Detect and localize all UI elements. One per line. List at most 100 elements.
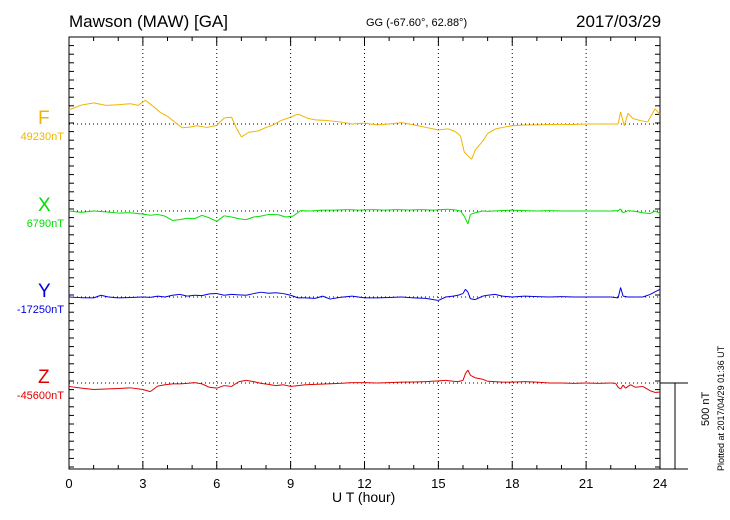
x-tick-label: 21: [579, 476, 593, 491]
series-f-segment: [494, 126, 503, 130]
series-x-segment: [433, 209, 441, 211]
series-f-segment: [339, 121, 353, 125]
series-f-segment: [273, 120, 282, 126]
series-f-segment: [105, 104, 119, 106]
series-y-segment: [438, 296, 446, 301]
series-z-segment: [246, 379, 254, 383]
series-f-segment: [512, 124, 525, 127]
series-y-segment: [150, 295, 158, 298]
series-z-segment: [290, 385, 299, 387]
series-x-segment: [260, 213, 269, 217]
series-f-segment: [152, 105, 161, 113]
series-z-segment: [142, 389, 151, 393]
series-f-segment: [617, 111, 622, 125]
series-f-segment: [471, 149, 476, 160]
series-y-segment: [339, 295, 353, 298]
series-x-segment: [512, 209, 525, 212]
series-f-segment: [632, 118, 641, 122]
series-x-segment: [467, 214, 471, 225]
series-f-segment: [647, 108, 656, 123]
series-x-segment: [142, 213, 151, 216]
scale-bar-label: 500 nT: [700, 391, 712, 426]
series-y-segment: [649, 291, 656, 295]
series-z-segment: [494, 381, 503, 383]
series-y-segment: [268, 292, 276, 294]
series-x-segment: [617, 208, 621, 212]
series-x-segment: [334, 209, 348, 211]
series-y-segment: [172, 293, 180, 296]
series-x-segment: [81, 210, 94, 213]
series-x-segment: [179, 217, 188, 221]
station-coordinates: GG (-67.60°, 62.88°): [366, 17, 468, 29]
series-x-segment: [642, 212, 651, 215]
series-z-segment: [615, 383, 619, 388]
series-z-segment: [655, 391, 661, 393]
baseline-value-x: 6790nT: [26, 218, 64, 230]
series-y-segment: [425, 297, 434, 301]
series-x-segment: [499, 209, 513, 212]
series-z-segment: [635, 385, 643, 388]
series-z-segment: [536, 381, 550, 384]
component-label-x: X: [38, 195, 51, 216]
chart-date: 2017/03/29: [576, 12, 662, 31]
series-f-segment: [352, 122, 365, 125]
series-z-segment: [275, 384, 284, 387]
baseline-value-z: -45600nT: [16, 390, 64, 402]
chart-title: Mawson (MAW) [GA]: [69, 12, 228, 31]
series-y-segment: [401, 296, 414, 299]
series-y-segment: [231, 293, 239, 296]
series-z-segment: [194, 382, 203, 385]
series-y-segment: [68, 296, 82, 299]
x-axis-label: U T (hour): [332, 489, 396, 505]
series-x-segment: [649, 210, 656, 215]
series-y-segment: [654, 288, 661, 293]
series-z-segment: [327, 382, 340, 385]
series-x-segment: [475, 210, 483, 214]
series-z-segment: [224, 385, 232, 387]
series-x-segment: [310, 209, 323, 212]
series-z-segment: [216, 385, 225, 389]
series-f-segment: [389, 122, 402, 125]
series-z-segment: [253, 381, 262, 384]
series-x-segment: [347, 209, 360, 211]
series-x-segment: [194, 214, 203, 220]
series-x-segment: [278, 214, 286, 218]
series-x-segment: [359, 209, 372, 211]
scale-bar: [660, 382, 688, 470]
series-z-segment: [209, 386, 217, 389]
series-f-segment: [189, 125, 198, 128]
series-x-segment: [448, 208, 456, 211]
series-z-segment: [93, 388, 106, 391]
series-y-segment: [179, 293, 188, 297]
series-f-segment: [307, 117, 316, 121]
series-y-segment: [465, 288, 469, 293]
series-f-segment: [620, 111, 625, 126]
series-f-segment: [627, 112, 634, 119]
series-f-segment: [159, 111, 168, 117]
series-f-segment: [118, 103, 131, 106]
series-x-segment: [238, 218, 247, 221]
series-f-segment: [315, 119, 328, 122]
series-f-segment: [206, 124, 217, 128]
series-y-segment: [93, 294, 102, 299]
baseline-value-f: 49230nT: [20, 131, 64, 143]
series-z-segment: [187, 382, 195, 384]
series-y-segment: [502, 295, 513, 298]
series-y-segment: [187, 294, 195, 297]
series-z-segment: [339, 382, 353, 384]
series-z-segment: [445, 379, 454, 382]
series-f-segment: [401, 122, 414, 126]
component-label-y: Y: [38, 281, 51, 302]
series-z-segment: [475, 377, 483, 380]
series-z-segment: [201, 383, 210, 388]
series-x-segment: [421, 209, 434, 211]
series-x-segment: [172, 219, 180, 221]
series-y-segment: [275, 292, 284, 295]
series-f-segment: [463, 151, 469, 157]
series-f-segment: [130, 103, 139, 106]
series-f-segment: [487, 128, 496, 134]
series-z-segment: [283, 384, 291, 387]
series-y-segment: [261, 291, 269, 294]
series-x-segment: [187, 217, 195, 220]
